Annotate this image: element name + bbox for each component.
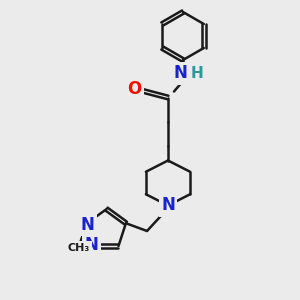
Text: O: O [127, 80, 141, 98]
Text: N: N [85, 236, 98, 254]
Text: N: N [81, 216, 94, 234]
Text: CH₃: CH₃ [68, 243, 90, 253]
Text: H: H [191, 66, 204, 81]
Text: N: N [174, 64, 188, 82]
Text: N: N [161, 196, 175, 214]
